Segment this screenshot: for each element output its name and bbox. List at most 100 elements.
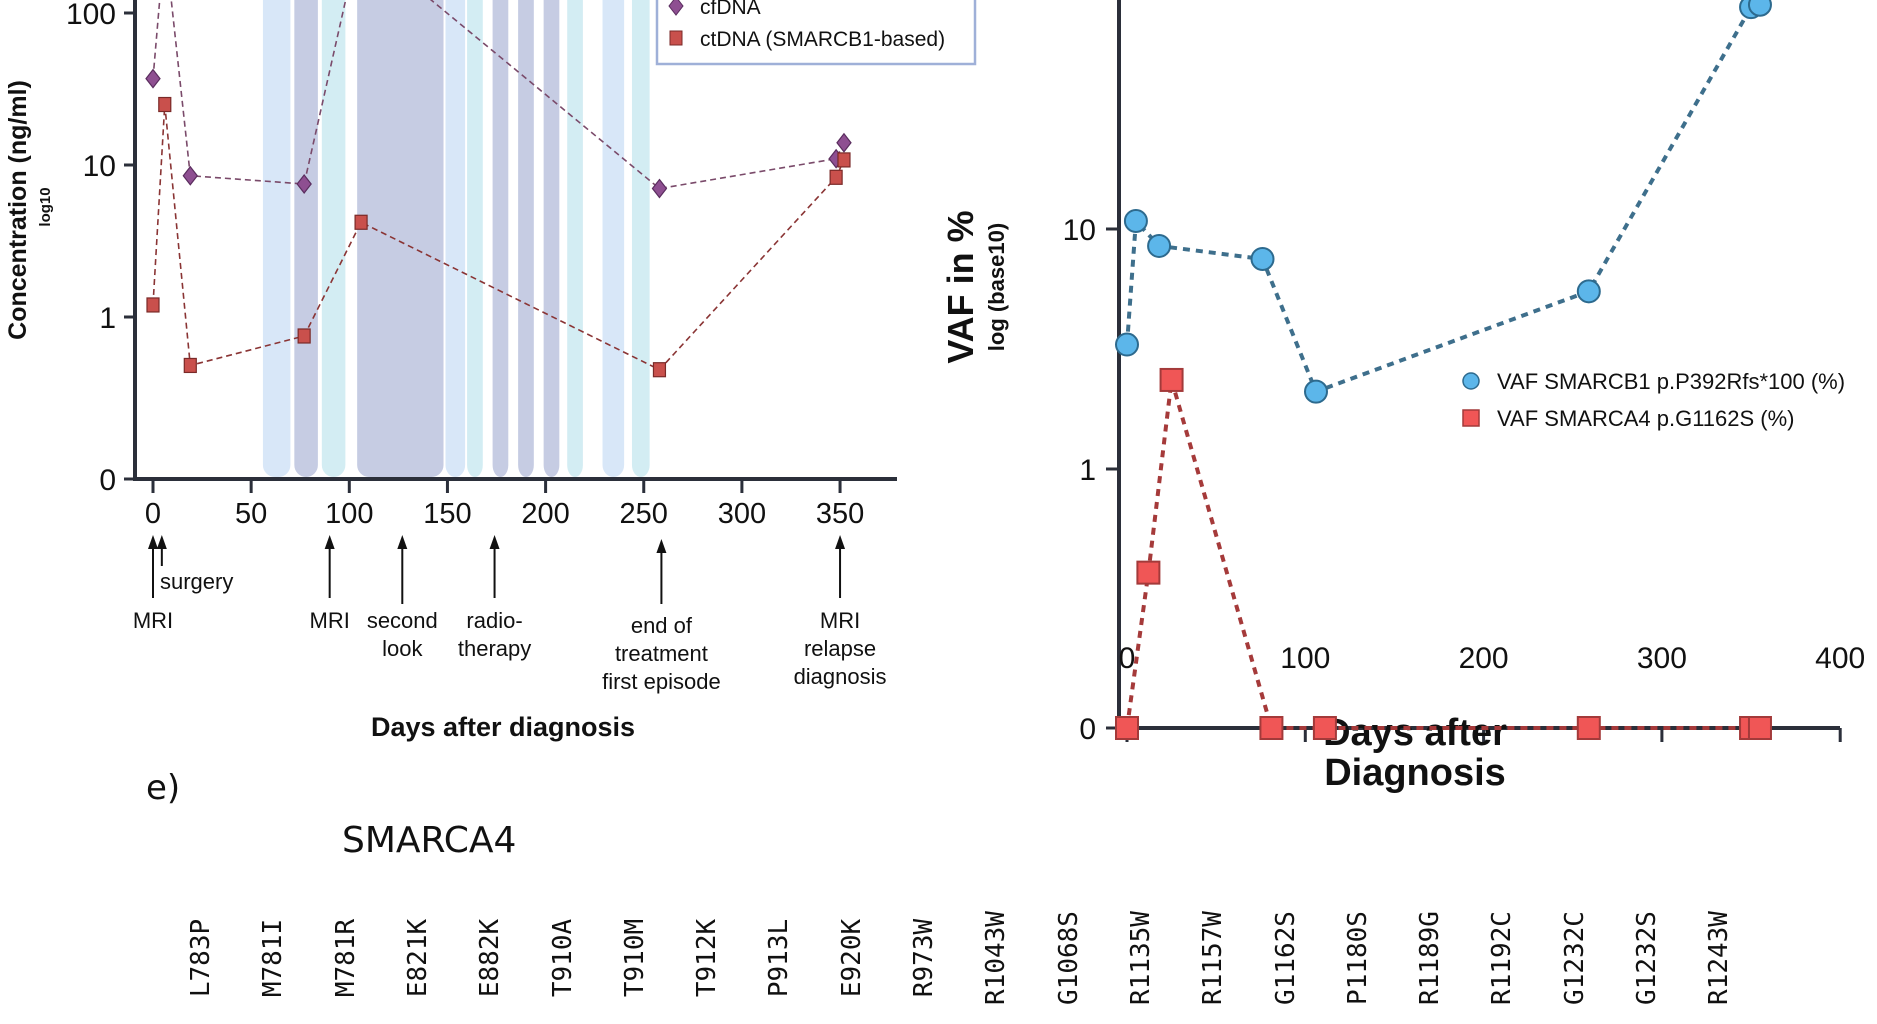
treatment-band (631, 0, 650, 477)
left-legend: cfDNA ctDNA (SMARCB1-based) (655, 0, 977, 66)
legend-label-smarcb1: VAF SMARCB1 p.P392Rfs*100 (%) (1497, 369, 1845, 394)
mutation-label: R1157W (1198, 911, 1229, 1005)
event-label: surgery (160, 569, 233, 594)
event-annotations: MRI surgery MRI second look radio-therapy end … (133, 535, 887, 694)
x-tick-label: 300 (718, 498, 766, 530)
ctdna-point (158, 96, 172, 113)
smarcb1-point (1123, 208, 1148, 233)
mutation-label: T910A (547, 918, 578, 998)
x-tick-label: 50 (235, 498, 267, 530)
series-line (1125, 379, 1760, 730)
legend-label-smarca4: VAF SMARCA4 p.G1162S (%) (1497, 406, 1795, 431)
smarcb1-point (1115, 332, 1139, 357)
event-label: MRI (133, 608, 173, 633)
mutation-label: R1189G (1415, 911, 1446, 1005)
y-tick-label: 100 (66, 0, 116, 31)
treatment-band (567, 0, 583, 477)
mutation-label: G1232S (1632, 911, 1662, 1005)
cfdna-point (296, 174, 312, 194)
event-label: diagnosis (794, 664, 887, 689)
smarcb1-point (1250, 246, 1275, 271)
treatment-band (357, 0, 444, 477)
left-chart: 0 50 100 150 200 250 300 3501001010Concentratio… (4, 0, 977, 742)
event-label: first episode (602, 669, 721, 694)
y-tick-label: 1 (1079, 454, 1096, 487)
arrow-head-icon (397, 535, 408, 549)
cfdna-point (836, 132, 852, 153)
arrow-head-icon (489, 535, 500, 549)
ctdna-point (837, 152, 851, 168)
mutation-label: M781I (258, 918, 289, 998)
legend-diamond-icon (668, 0, 684, 16)
arrow-head-icon (324, 535, 335, 549)
smarca4-point (1747, 716, 1772, 740)
smarcb1-point (1147, 233, 1172, 258)
smarcb1-point (1576, 279, 1601, 304)
smarca4-point (1312, 716, 1337, 740)
x-axis-title-line1: Days after (1323, 712, 1507, 754)
mutation-label: E882K (475, 918, 506, 998)
mutation-label: T912K (692, 918, 723, 998)
ctdna-point (297, 328, 311, 344)
y-tick-label: 1 (99, 302, 116, 335)
x-tick-label: 200 (521, 498, 569, 530)
x-tick-label: 150 (423, 498, 471, 530)
treatment-band (492, 0, 509, 477)
event-label: treatment (615, 641, 708, 666)
treatment-band (467, 0, 483, 477)
x-axis-title-line2: Diagnosis (1324, 752, 1506, 794)
mutation-label: P1180S (1342, 911, 1373, 1005)
treatment-band (321, 0, 346, 477)
event-label: second (367, 608, 438, 633)
mutation-label: M781R (330, 918, 361, 998)
x-tick-label: 350 (816, 498, 864, 530)
treatment-band (445, 0, 466, 477)
event-label: end of (631, 613, 693, 638)
ctdna-point (829, 169, 843, 185)
mutation-label: L783P (186, 918, 216, 998)
panel-e-label: e) (146, 768, 181, 808)
legend-square-icon (1462, 409, 1480, 427)
legend-label-cfdna: cfDNA (700, 0, 761, 19)
smarca4-point (1136, 560, 1161, 585)
mutation-label: G1162S (1270, 911, 1301, 1005)
y-tick-label: 0 (99, 464, 116, 497)
y-tick-label: 10 (83, 150, 116, 183)
event-label: MRI (820, 608, 860, 633)
x-tick-label: 300 (1637, 642, 1687, 675)
event-label: radio- (466, 608, 522, 633)
arrow-head-icon (156, 535, 167, 549)
ctdna-point (652, 362, 667, 378)
cfdna-point (651, 178, 668, 199)
smarca4-point (1576, 716, 1601, 740)
mutation-label: E821K (402, 918, 433, 998)
legend-circle-icon (1462, 372, 1480, 390)
legend-box (655, 0, 977, 66)
treatment-band (262, 0, 291, 477)
right-legend: VAF SMARCB1 p.P392Rfs*100 (%) VAF SMARCA4… (1462, 369, 1845, 431)
x-tick-label: 400 (1815, 642, 1865, 675)
treatment-band (518, 0, 534, 477)
ctdna-point (183, 357, 197, 374)
smarcb1-point (1303, 379, 1328, 404)
mutation-label: G1068S (1053, 911, 1084, 1005)
legend-square-icon (669, 30, 683, 46)
mutation-label: P913L (764, 918, 795, 998)
x-tick-label: 100 (325, 498, 373, 530)
y-tick-label: 10 (1063, 214, 1096, 247)
legend-label-ctdna: ctDNA (SMARCB1-based) (700, 28, 945, 51)
ctdna-point (146, 297, 160, 313)
mutation-label: R1135W (1125, 911, 1156, 1005)
mutation-label: R1243W (1704, 911, 1735, 1005)
treatment-band (602, 0, 625, 477)
smarcb1-point (1747, 0, 1772, 17)
x-tick-label: 0 (145, 498, 161, 530)
arrow-head-icon (148, 535, 158, 549)
right-series (1115, 0, 1772, 740)
left-series (145, 0, 852, 378)
x-tick-label: 100 (1280, 642, 1330, 675)
smarca4-point (1159, 367, 1184, 392)
x-tick-label: 250 (620, 498, 668, 530)
